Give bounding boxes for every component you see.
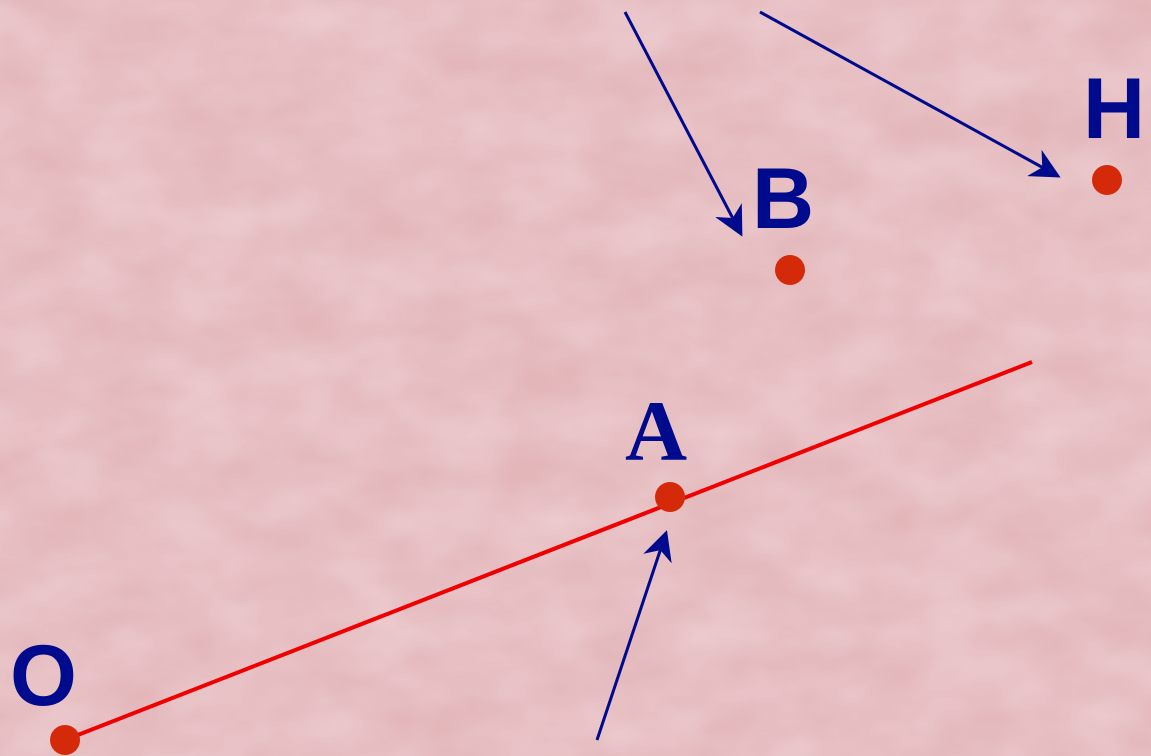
ray <box>64 360 1033 742</box>
point-label: O <box>10 628 77 724</box>
point <box>50 725 80 755</box>
point-label: H <box>1083 61 1145 157</box>
arrow <box>759 10 1061 178</box>
point-label: A <box>625 383 687 479</box>
arrow <box>623 11 743 237</box>
point-label: B <box>752 151 814 247</box>
point <box>775 255 805 285</box>
arrow <box>595 530 672 741</box>
point <box>655 482 685 512</box>
point <box>1092 165 1122 195</box>
